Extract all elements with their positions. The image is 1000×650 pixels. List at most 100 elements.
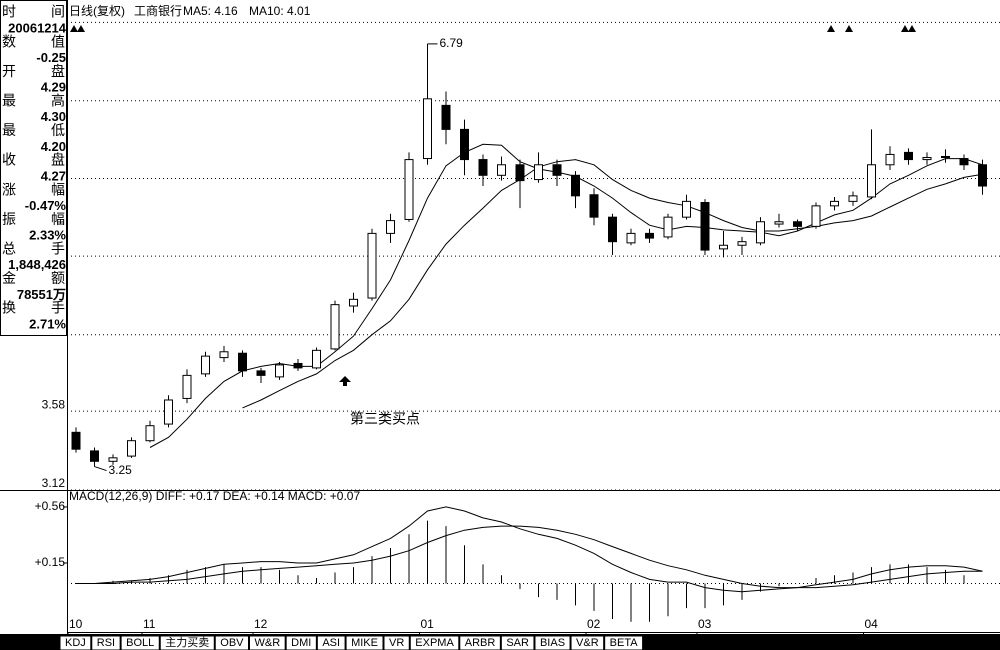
candle-body <box>811 205 821 227</box>
candle-body <box>922 157 932 161</box>
tab-label: MIKE <box>351 637 378 649</box>
indicator-tab[interactable]: EXPMA <box>409 635 460 650</box>
indicator-tab[interactable]: ARBR <box>459 635 501 650</box>
indicator-tab[interactable]: RSI <box>91 635 121 650</box>
x-tick-label: 10 <box>69 617 83 631</box>
candle-body <box>737 241 747 246</box>
candle-body <box>478 159 488 176</box>
info-panel: 时间20061214数值-0.25开盘4.29最高4.30最低4.20收盘4.2… <box>0 0 67 336</box>
candle-body <box>571 174 580 197</box>
tab-label: OBV <box>220 637 244 649</box>
tab-label: EXPMA <box>415 637 454 649</box>
tab-label: BIAS <box>540 637 565 649</box>
candle-body <box>534 164 543 181</box>
x-tick-label: 11 <box>143 617 156 631</box>
candle-body <box>978 164 987 187</box>
stock-name: 工商银行 <box>134 3 182 18</box>
candle-body <box>386 220 395 234</box>
candle-body <box>460 128 469 161</box>
candle-body <box>423 98 432 160</box>
y-tick-label: 3.12 <box>42 476 66 490</box>
tab-shape <box>159 635 215 650</box>
candle-body <box>941 155 950 159</box>
info-value: 20061214 <box>8 20 67 35</box>
info-value: 4.29 <box>41 80 66 95</box>
candle-body <box>867 164 876 198</box>
ma10-text: MA10: 4.01 <box>249 4 311 18</box>
indicator-tab[interactable]: KDJ <box>59 635 92 650</box>
candle-body <box>589 194 599 218</box>
tab-label: DMI <box>291 637 311 649</box>
indicator-tab[interactable]: MIKE <box>345 635 384 650</box>
indicator-tab[interactable]: 主力买卖 <box>159 635 215 650</box>
tab-shape <box>285 635 317 650</box>
info-value: 1,848,426 <box>8 257 66 272</box>
candle-body <box>885 153 895 166</box>
macd-title: MACD(12,26,9) DIFF: +0.17 DEA: +0.14 MAC… <box>69 489 360 503</box>
indicator-tab[interactable]: ASI <box>316 635 346 650</box>
candle-body <box>719 244 728 250</box>
tab-shape <box>604 635 644 650</box>
indicator-tab[interactable]: V&R <box>570 635 605 650</box>
tab-shape <box>345 635 384 650</box>
buy-arrow <box>339 376 351 386</box>
candle-body <box>515 164 525 182</box>
candle-body <box>238 352 247 372</box>
diff-line <box>76 506 983 593</box>
candle-body <box>90 450 99 462</box>
tab-label: BETA <box>610 637 639 649</box>
candle-body <box>367 232 377 299</box>
ma5-line <box>149 143 983 448</box>
y-tick-label: 3.58 <box>42 397 66 411</box>
candle-body <box>330 304 340 350</box>
indicator-tab[interactable]: SAR <box>500 635 535 650</box>
tab-label: SAR <box>506 637 529 649</box>
candle-body <box>608 216 617 243</box>
info-value: 2.33% <box>29 228 66 243</box>
tab-label: ASI <box>322 637 340 649</box>
candle-body <box>830 200 839 207</box>
indicator-tab[interactable]: VR <box>383 635 410 650</box>
tab-shape <box>570 635 605 650</box>
indicator-tab[interactable]: BIAS <box>534 635 571 650</box>
candle-body <box>959 158 969 166</box>
info-value: 4.30 <box>41 109 66 124</box>
candle-body <box>256 370 266 376</box>
indicator-tab[interactable]: W&R <box>249 635 286 650</box>
tab-shape <box>120 635 160 650</box>
y-tick-label: +0.15 <box>35 555 66 569</box>
candle-body <box>645 232 654 239</box>
indicator-tab[interactable]: OBV <box>214 635 249 650</box>
info-box <box>0 0 67 336</box>
x-tick-label: 01 <box>421 617 435 631</box>
high-label: 6.79 <box>440 36 464 50</box>
tab-label: VR <box>389 637 404 649</box>
leader <box>94 466 107 472</box>
tab-shape <box>59 635 92 650</box>
x-tick-label: 03 <box>698 617 712 631</box>
candle-body <box>293 362 303 369</box>
candle-body <box>497 164 506 176</box>
indicator-tab[interactable]: BOLL <box>120 635 160 650</box>
x-tick-label: 02 <box>587 617 601 631</box>
indicator-tab[interactable]: BETA <box>604 635 644 650</box>
period-label: 日线(复权) <box>69 4 125 18</box>
signal-markers <box>70 25 916 32</box>
candle-body <box>182 374 192 399</box>
tab-label: W&R <box>255 637 281 649</box>
tab-shape <box>249 635 286 650</box>
low-label: 3.25 <box>109 463 133 477</box>
candle-body <box>700 201 710 251</box>
tab-label: V&R <box>576 637 599 649</box>
candle-body <box>404 159 414 220</box>
candle-body <box>626 232 636 244</box>
indicator-tab[interactable]: DMI <box>285 635 317 650</box>
tab-label: BOLL <box>126 637 154 649</box>
tab-shape <box>500 635 535 650</box>
candle-body <box>904 151 913 161</box>
tab-label: 主力买卖 <box>165 636 209 649</box>
candle-body <box>219 351 229 359</box>
info-value: -0.47% <box>25 198 67 213</box>
